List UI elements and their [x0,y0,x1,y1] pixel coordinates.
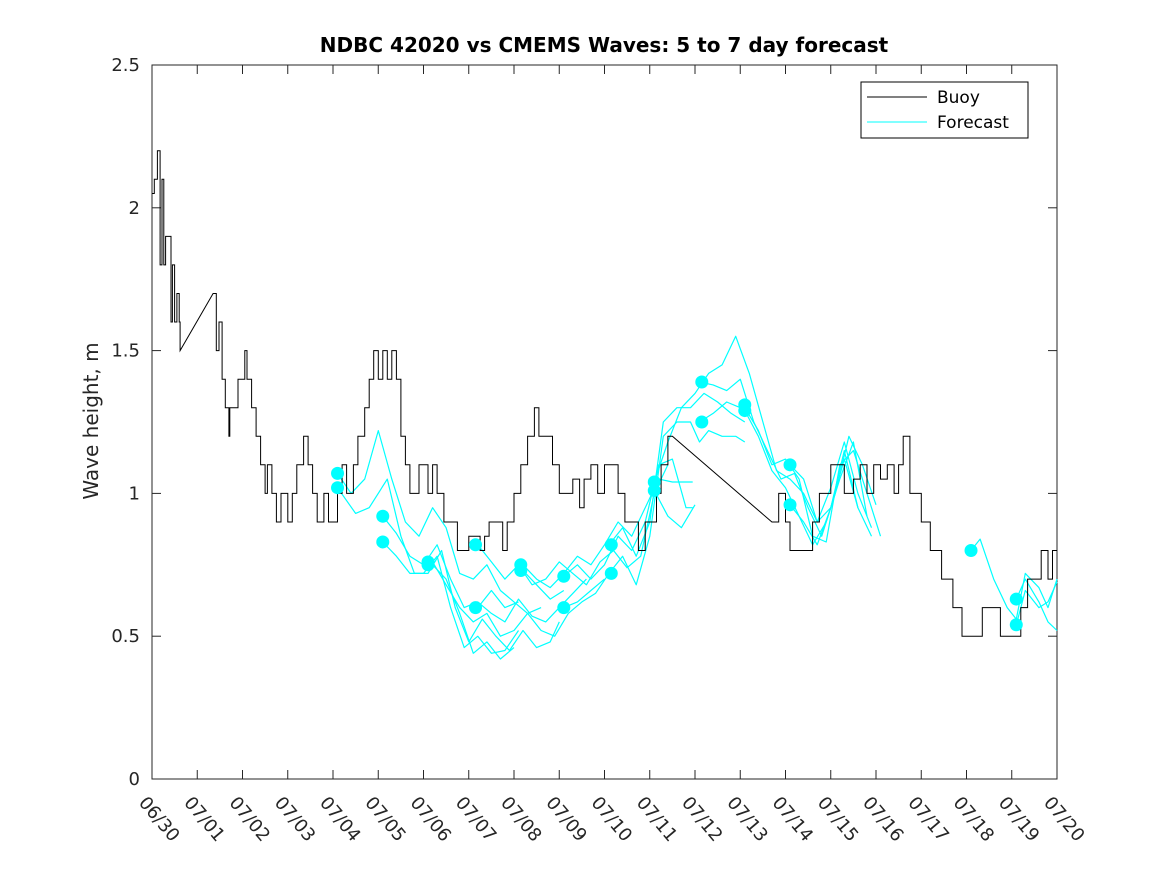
forecast-line [382,515,587,623]
forecast-marker [376,509,390,523]
forecast-marker [695,415,709,429]
x-tick-label: 07/01 [179,793,228,846]
x-tick-label: 07/20 [1039,793,1088,846]
x-tick-label: 07/10 [587,793,636,846]
forecast-line [1015,578,1058,631]
x-tick-label: 07/11 [632,793,681,846]
y-tick-label: 0 [129,769,140,790]
x-tick-label: 07/02 [225,793,274,846]
forecast-line [653,335,859,523]
legend-label-buoy: Buoy [937,88,980,108]
x-tick-label: 07/09 [541,793,590,846]
forecast-line [563,578,605,609]
forecast-line [337,478,560,652]
forecast-marker [1009,618,1023,632]
series-layer [152,150,1058,660]
forecast-marker [557,569,571,583]
y-tick-label: 0.5 [111,626,140,647]
legend-label-forecast: Forecast [937,113,1009,133]
chart-title: NDBC 42020 vs CMEMS Waves: 5 to 7 day fo… [320,33,889,57]
x-tick-label: 07/06 [406,793,455,846]
x-tick-label: 07/19 [994,793,1043,846]
forecast-line [1015,581,1058,625]
buoy-line [152,150,1057,637]
forecast-marker [331,481,345,495]
forecast-line [789,450,873,546]
forecast-line [432,561,610,637]
forecast-marker [647,484,661,498]
forecast-line [522,478,693,589]
y-tick-label: 2 [129,198,140,219]
y-tick-label: 1 [129,483,140,504]
x-tick-label: 07/05 [360,793,409,846]
x-tick-label: 07/17 [903,793,952,846]
forecast-marker [514,564,528,578]
x-tick-label: 07/04 [315,793,364,846]
forecast-line [477,589,519,609]
forecast-line [432,564,515,660]
x-tick-label: 07/14 [768,793,817,846]
x-tick-label: 07/12 [677,793,726,846]
forecast-marker [331,466,345,480]
x-tick-label: 07/07 [451,793,500,846]
x-tick-label: 06/30 [134,793,183,846]
legend-box [860,81,1029,139]
forecast-line [337,430,542,614]
forecast-marker [964,544,978,558]
forecast-marker [421,558,435,572]
forecast-marker [604,566,618,580]
forecast-marker [1009,592,1023,606]
forecast-marker [783,498,797,512]
forecast-marker [738,404,752,418]
forecast-line [653,490,696,529]
plot-area-frame [151,64,1058,780]
forecast-marker [557,601,571,615]
x-tick-label: 07/08 [496,793,545,846]
forecast-line [522,570,565,600]
forecast-line [563,458,693,580]
forecast-marker [469,601,483,615]
x-tick-label: 07/16 [858,793,907,846]
x-tick-label: 07/18 [949,793,998,846]
forecast-line [608,421,746,586]
forecast-marker [695,375,709,389]
y-axis-label: Wave height, m [79,342,103,499]
x-tick-label: 07/13 [722,793,771,846]
forecast-line [477,464,669,586]
forecast-marker [469,538,483,552]
forecast-marker [783,458,797,472]
x-tick-label: 07/15 [813,793,862,846]
y-tick-label: 2.5 [111,55,140,76]
x-tick-label: 07/03 [270,793,319,846]
forecast-marker [604,538,618,552]
forecast-marker [376,535,390,549]
forecast-line [699,378,877,537]
y-tick-label: 1.5 [111,341,140,362]
legend: Buoy Forecast [860,81,1029,139]
